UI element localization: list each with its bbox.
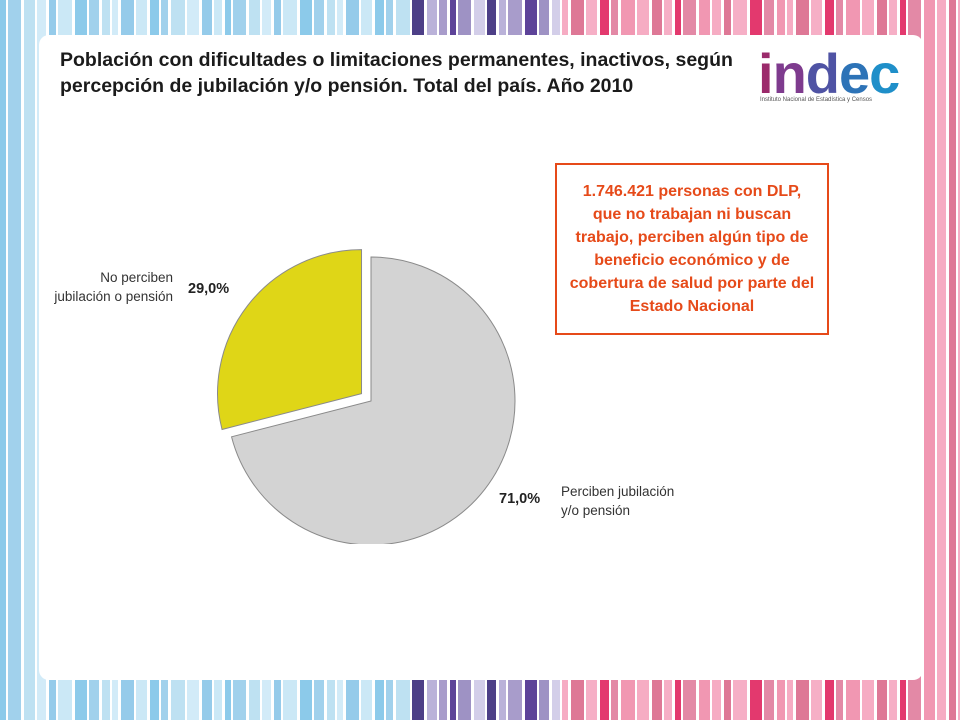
slice-value-no-perciben: 29,0% — [188, 281, 230, 297]
logo-letter: e — [839, 42, 870, 105]
slice-label-perciben: Perciben jubilación y/o pensión — [561, 484, 675, 518]
chart-title: Población con dificultades o limitacione… — [60, 49, 733, 97]
callout-box: 1.746.421 personas con DLP, que no traba… — [555, 163, 829, 335]
decorative-stripe — [949, 0, 956, 720]
logo-letter: c — [869, 42, 900, 105]
logo-letter: n — [772, 42, 807, 105]
slice-label-no-perciben: No perciben jubilación o pensión — [54, 270, 173, 304]
decorative-stripe — [924, 0, 935, 720]
decorative-stripe — [24, 0, 35, 720]
pie-chart — [217, 249, 516, 544]
indec-logo: indec — [758, 46, 900, 102]
logo-letter: i — [758, 42, 774, 105]
logo-letter: d — [805, 42, 840, 105]
logo-subtitle: Instituto Nacional de Estadística y Cens… — [760, 97, 873, 103]
decorative-stripe — [937, 0, 946, 720]
decorative-stripe — [0, 0, 6, 720]
pie-slice-perciben — [230, 256, 516, 544]
decorative-stripe — [8, 0, 21, 720]
decorative-stripe — [958, 0, 960, 720]
slice-value-perciben: 71,0% — [499, 491, 541, 507]
pie-slice-no-perciben — [217, 249, 363, 431]
